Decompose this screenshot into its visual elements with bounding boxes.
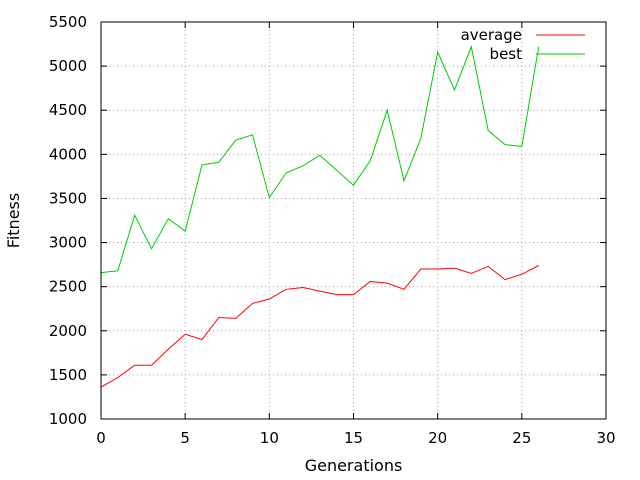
y-tick-label: 4000 <box>49 145 87 163</box>
legend-label-average: average <box>461 26 522 44</box>
y-tick-label: 5500 <box>49 13 87 31</box>
legend-label-best: best <box>490 45 523 63</box>
x-tick-label: 0 <box>96 429 106 447</box>
y-tick-label: 3000 <box>49 234 87 252</box>
y-tick-label: 2500 <box>49 278 87 296</box>
y-tick-label: 1500 <box>49 366 87 384</box>
series-line-best <box>100 44 540 274</box>
x-tick-label: 15 <box>344 429 363 447</box>
x-tick-label: 25 <box>512 429 531 447</box>
x-tick-label: 20 <box>428 429 447 447</box>
y-tick-label: 2000 <box>49 322 87 340</box>
series-line-average <box>100 265 539 388</box>
x-axis-title: Generations <box>305 456 403 475</box>
x-tick-label: 10 <box>260 429 279 447</box>
axis-ticks <box>100 21 607 420</box>
y-tick-label: 4500 <box>49 101 87 119</box>
y-tick-label: 3500 <box>49 189 87 207</box>
y-axis-title: Fitness <box>4 193 23 248</box>
x-tick-label: 30 <box>596 429 615 447</box>
tick-labels: 0 5 10 15 20 25 30 1000 1500 2000 2500 3000 3500 4000… <box>49 13 616 447</box>
series-lines <box>100 44 540 388</box>
y-tick-label: 5000 <box>49 57 87 75</box>
x-tick-label: 5 <box>180 429 190 447</box>
grid-lines <box>101 22 606 419</box>
y-tick-label: 1000 <box>49 410 87 428</box>
